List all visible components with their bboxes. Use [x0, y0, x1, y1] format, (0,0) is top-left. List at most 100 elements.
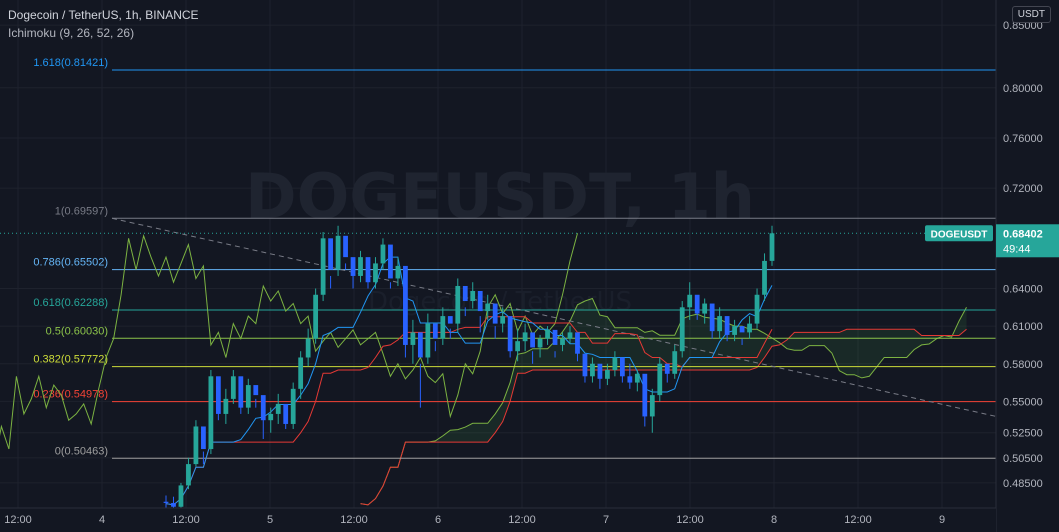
candle — [545, 326, 550, 345]
price-tick: 0.55000 — [1003, 396, 1043, 408]
candle — [769, 225, 775, 266]
candle — [343, 235, 348, 270]
candle — [215, 376, 221, 421]
currency-button[interactable]: USDT — [1011, 6, 1051, 23]
candle — [627, 363, 633, 389]
grid — [0, 0, 996, 508]
candle-body — [507, 316, 513, 352]
candle — [619, 357, 625, 383]
candle — [724, 316, 730, 342]
candle-body — [171, 502, 176, 507]
candle-body — [245, 385, 251, 408]
price-tick: 0.48500 — [1003, 478, 1043, 490]
candle-body — [365, 257, 371, 283]
candle — [193, 420, 199, 467]
candle-body — [193, 426, 199, 465]
leading-span-b — [360, 328, 967, 506]
candle-body — [597, 363, 603, 379]
candle — [410, 319, 416, 364]
candle-body — [238, 376, 244, 408]
candle-body — [642, 373, 648, 417]
time-tick: 12:00 — [4, 514, 32, 526]
candle — [283, 403, 289, 429]
time-tick: 8 — [771, 514, 777, 526]
time-tick: 12:00 — [508, 514, 536, 526]
candle-body — [522, 332, 528, 342]
watermark-name: Dogecoin / TetherUS — [368, 287, 632, 317]
candle-body — [208, 376, 214, 450]
candle-body — [732, 326, 737, 335]
indicator-legend[interactable]: Ichimoku (9, 26, 52, 26) — [8, 26, 135, 40]
trend-line[interactable] — [111, 217, 997, 417]
time-tick: 12:00 — [676, 514, 704, 526]
candle — [268, 407, 274, 433]
candle — [365, 257, 371, 289]
time-axis[interactable]: 12:00 4 12:00 5 12:00 6 12:00 7 12:00 8 12:00 9 — [0, 507, 996, 532]
candle-body — [417, 332, 423, 358]
candle — [560, 332, 565, 352]
candle — [582, 353, 588, 383]
candle — [649, 388, 655, 433]
candle — [223, 388, 229, 424]
candle-body — [605, 370, 610, 379]
candle — [537, 334, 543, 358]
candle-body — [747, 323, 752, 333]
candle — [440, 307, 446, 345]
candle — [597, 363, 603, 389]
candle — [245, 378, 251, 414]
time-tick: 7 — [603, 514, 609, 526]
fib-retracement[interactable]: 1.618(0.81421) 1(0.69597) 0.786(0.65502) 0.… — [33, 57, 996, 459]
candle — [260, 395, 266, 440]
candle — [432, 323, 438, 352]
candle-body — [320, 238, 326, 295]
conversion-line — [165, 256, 773, 506]
time-tick: 5 — [267, 514, 273, 526]
candle-body — [178, 485, 184, 507]
candle-body — [619, 357, 625, 377]
candle — [709, 303, 715, 339]
candle-body — [552, 329, 558, 345]
candle-body — [447, 316, 453, 324]
candle-body — [455, 285, 461, 324]
candle-body — [500, 316, 506, 324]
candle-body — [350, 257, 356, 276]
candle — [455, 278, 461, 333]
candle — [320, 232, 326, 302]
candle — [290, 382, 296, 429]
candle-body — [440, 316, 446, 339]
price-tick: 0.76000 — [1003, 133, 1043, 145]
chart-title[interactable]: Dogecoin / TetherUS, 1h, BINANCE — [8, 8, 199, 22]
candle-body — [335, 235, 341, 270]
candle-body — [275, 403, 281, 414]
candle — [747, 316, 752, 339]
price-axis[interactable]: 0.85000 0.80000 0.76000 0.72000 0.64000 0.610… — [995, 0, 1059, 532]
candle-body — [567, 332, 573, 339]
candle-body — [388, 244, 393, 279]
candle-body — [223, 398, 229, 414]
candle — [403, 265, 408, 358]
ichimoku-lines — [0, 233, 773, 506]
candle-body — [163, 501, 169, 503]
lagging-span — [0, 233, 578, 450]
fib-level-label: 0.5(0.60030) — [46, 325, 108, 337]
candle — [552, 329, 558, 358]
candle — [530, 332, 535, 364]
candle-body — [530, 332, 535, 348]
candle-body — [313, 294, 319, 339]
candle — [657, 357, 663, 402]
candle-body — [485, 303, 491, 312]
candle — [694, 294, 700, 320]
candle-body — [754, 294, 760, 324]
candle — [762, 253, 767, 302]
candle-body — [215, 376, 221, 414]
candle-body — [649, 395, 655, 417]
candle-body — [470, 291, 476, 302]
fib-level-label: 0.618(0.62288) — [33, 297, 108, 309]
candle — [672, 344, 678, 379]
candle — [739, 326, 745, 345]
candle-body — [328, 238, 333, 270]
candle-body — [694, 294, 700, 314]
candle — [462, 285, 468, 317]
candle — [395, 257, 401, 286]
